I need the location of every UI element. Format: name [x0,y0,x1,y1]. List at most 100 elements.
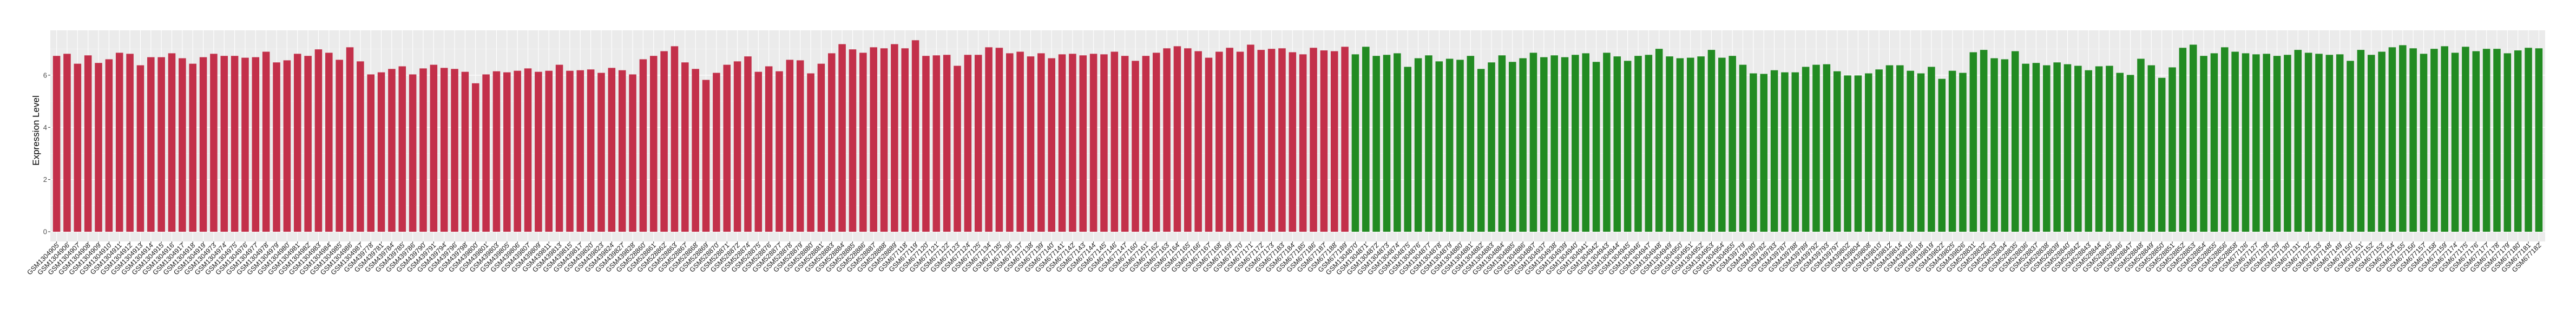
bar-GSM1304905 [52,56,61,232]
bar-GSM1304883 [1488,62,1495,232]
bar-GSM1304880 [1456,60,1464,232]
bar-GSM528861 [649,56,658,232]
bar-GSM677141 [1058,54,1066,232]
bar-GSM677174 [2451,53,2459,232]
bar-GSM677187 [1320,50,1328,232]
bar-GSM528846 [2116,73,2124,232]
bar-GSM1304878 [1435,61,1443,232]
bar-GSM1304914 [147,57,155,232]
bar-GSM528881 [817,63,825,232]
bar-GSM677122 [943,55,951,232]
bar-GSM528855 [2210,53,2218,232]
bar-GSM439788 [1791,72,1799,232]
bar-GSM439786 [409,74,417,232]
bar-GSM439809 [535,71,542,232]
bar-GSM1304947 [1645,55,1653,232]
bar-GSM677169 [1226,48,1233,232]
bar-GSM677135 [995,48,1003,232]
bar-GSM677121 [932,55,941,232]
bar-GSM1304955 [1729,56,1736,232]
bar-GSM677118 [901,48,909,232]
bar-GSM439796 [451,69,458,232]
bar-GSM528831 [1969,52,1977,232]
bar-GSM528878 [786,60,794,232]
y-axis-title: Expression Level [31,95,41,165]
bar-GSM439806 [514,70,521,232]
bar-GSM1304981 [293,54,301,232]
bar-GSM1304873 [1383,55,1391,232]
bar-GSM677156 [2409,48,2417,232]
bar-GSM1304951 [1686,57,1694,232]
bar-GSM677149 [2336,54,2344,232]
bar-GSM1304982 [304,56,312,232]
bar-GSM439813 [555,64,563,232]
bar-GSM1304872 [1372,56,1380,232]
x-axis: GSM1304905GSM1304906GSM1304907GSM1304908… [25,241,2543,277]
bar-GSM1304948 [1655,49,1663,232]
bar-GSM528858 [2231,51,2239,232]
bar-GSM677172 [1257,50,1265,232]
bar-GSM677164 [1173,46,1181,232]
bar-GSM528836 [2022,63,2029,232]
bar-GSM439793 [1823,64,1831,232]
bar-GSM1304980 [283,60,291,232]
bar-GSM1304885 [1508,62,1516,232]
bar-GSM528837 [2032,63,2040,232]
bar-GSM677181 [2525,48,2532,232]
bar-GSM1304876 [1414,58,1422,232]
bar-GSM1304909 [95,63,102,232]
bar-GSM439778 [367,74,374,232]
bar-GSM528842 [2074,66,2082,232]
bar-GSM677159 [2441,46,2448,232]
bar-GSM528870 [713,73,720,232]
bar-GSM677137 [1016,51,1024,232]
bar-GSM677152 [2367,55,2375,232]
bar-GSM528889 [891,44,898,232]
bar-GSM439792 [1812,64,1820,232]
bar-GSM677157 [2420,54,2428,232]
bar-GSM677144 [1089,54,1098,232]
bar-GSM677165 [1184,48,1192,232]
bar-GSM1304983 [314,49,323,232]
bar-GSM677126 [2242,53,2250,232]
bar-GSM528885 [849,49,857,232]
bar-GSM1304973 [210,54,218,232]
bar-GSM439822 [1938,78,1946,232]
bar-GSM1304975 [231,56,239,232]
bar-GSM1304919 [199,57,207,232]
bar-GSM1304879 [1445,58,1454,232]
bar-GSM1304946 [1634,56,1642,232]
bar-GSM1304877 [1425,55,1432,232]
bar-GSM439797 [1833,71,1841,232]
bar-GSM528887 [870,47,877,232]
bar-GSM528848 [2137,58,2145,232]
bar-GSM677177 [2482,49,2490,232]
bar-GSM677162 [1152,53,1160,232]
bar-GSM439805 [503,72,511,232]
bar-GSM677184 [1289,52,1297,232]
y-tick-label: 2 [43,175,47,184]
bar-GSM677186 [1310,48,1317,232]
bar-GSM528883 [827,53,836,232]
bar-GSM439785 [398,66,406,232]
bar-GSM677127 [2252,54,2260,232]
bar-GSM528849 [2147,65,2156,232]
bar-GSM528867 [681,62,689,232]
bar-GSM677136 [1006,53,1014,232]
bar-GSM528844 [2095,66,2103,232]
bar-GSM677139 [1037,53,1045,232]
bar-GSM1304910 [105,59,113,232]
bar-GSM528880 [807,73,814,232]
bar-GSM439812 [1885,65,1894,232]
bar-GSM528852 [2179,48,2187,232]
bar-GSM677179 [2503,53,2512,232]
bar-GSM677182 [2535,48,2543,232]
bar-GSM528884 [838,44,846,232]
bar-GSM528863 [671,46,679,232]
bar-GSM677133 [2315,54,2323,232]
bar-GSM439819 [1928,67,1935,232]
bar-GSM1304986 [346,47,354,232]
bar-GSM677168 [1215,51,1223,232]
bar-GSM677145 [1100,54,1108,232]
bar-GSM439818 [1917,73,1925,232]
